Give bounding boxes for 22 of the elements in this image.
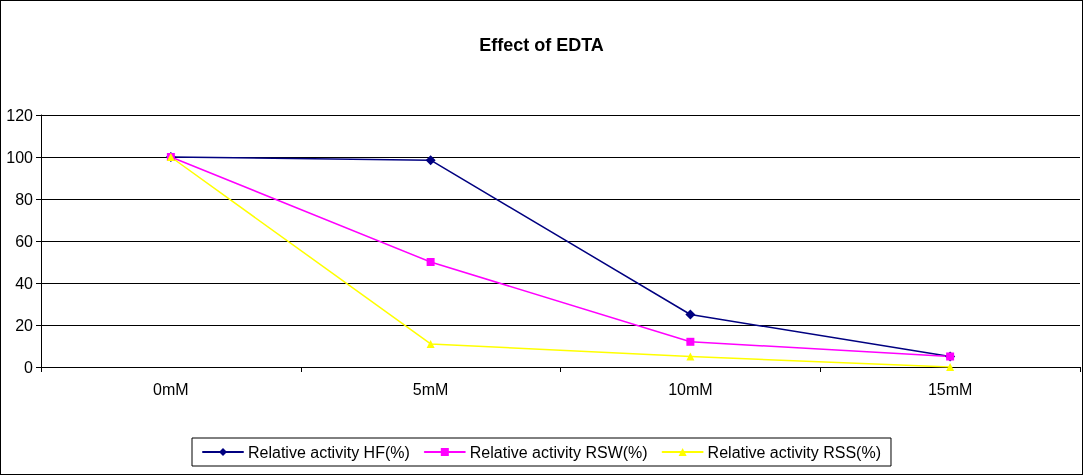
legend-label: Relative activity RSS(%) — [707, 443, 881, 461]
point — [426, 339, 435, 348]
x-tick-label: 5mM — [412, 380, 449, 398]
y-tick-label: 20 — [15, 316, 34, 334]
point — [425, 155, 436, 166]
point — [686, 352, 695, 361]
x-tick-label: 0mM — [153, 380, 189, 398]
point — [685, 309, 696, 320]
y-tick-label: 80 — [15, 190, 34, 208]
x-tick-label: 15mM — [927, 380, 973, 398]
y-tick-label: 100 — [6, 148, 34, 166]
chart-title: Effect of EDTA — [479, 35, 604, 55]
y-tick-label: 120 — [6, 106, 34, 124]
point — [946, 363, 955, 371]
legend-label: Relative activity HF(%) — [248, 443, 410, 461]
legend-label: Relative activity RSW(%) — [469, 443, 648, 461]
point — [686, 337, 695, 346]
y-tick-label: 0 — [24, 358, 34, 376]
point — [426, 258, 435, 266]
x-tick-label: 10mM — [668, 380, 713, 398]
y-tick-label: 60 — [15, 232, 34, 250]
y-tick-label: 40 — [15, 274, 34, 292]
